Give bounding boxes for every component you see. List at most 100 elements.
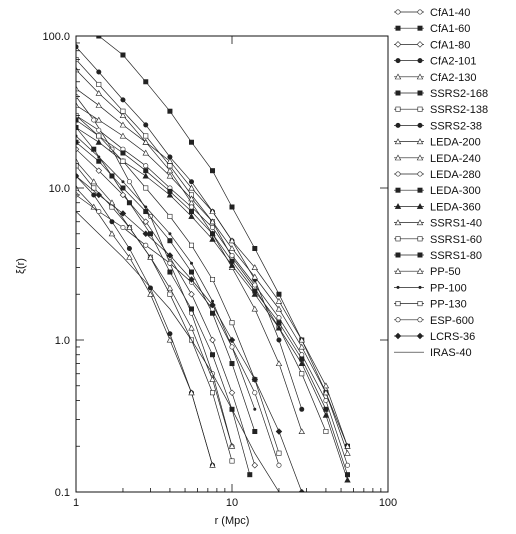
series-line <box>76 59 327 432</box>
x-tick-label: 1 <box>73 497 79 509</box>
data-point <box>209 336 216 344</box>
data-point <box>119 191 127 199</box>
data-point <box>126 253 133 260</box>
data-point <box>167 291 173 297</box>
data-point <box>344 476 351 483</box>
data-point <box>188 204 194 210</box>
data-point <box>142 172 149 179</box>
series-pp-100 <box>76 134 257 411</box>
legend: CfA1-40 CfA1-60 CfA1-80 CfA2-101 CfA2-130 SSR… <box>394 7 488 359</box>
data-point <box>76 145 80 153</box>
x-axis-title: r (Mpc) <box>215 515 250 527</box>
data-point <box>276 450 282 456</box>
legend-marker <box>394 332 402 340</box>
data-point <box>188 324 195 331</box>
data-point <box>95 101 103 108</box>
data-point <box>166 284 174 291</box>
data-point <box>143 79 149 85</box>
data-point <box>143 168 149 174</box>
x-tick-label: 100 <box>379 497 397 509</box>
series-leda-200 <box>76 85 351 449</box>
data-point <box>91 146 97 152</box>
legend-label: ESP-600 <box>430 315 474 327</box>
data-point <box>188 195 195 202</box>
data-point <box>210 390 216 396</box>
legend-item: LEDA-300 <box>394 185 481 197</box>
series-line <box>76 115 348 466</box>
data-point <box>298 343 305 350</box>
legend-marker <box>416 332 424 340</box>
data-point <box>126 224 133 230</box>
legend-item: SSRS1-40 <box>394 218 482 230</box>
legend-label: CfA2-101 <box>430 56 476 68</box>
data-point <box>76 124 80 131</box>
legend-item: PP-50 <box>394 266 461 278</box>
legend-label: IRAS-40 <box>430 347 472 359</box>
legend-label: CfA1-60 <box>430 23 470 35</box>
legend-label: PP-50 <box>430 266 461 278</box>
legend-item: CfA1-40 <box>394 7 470 19</box>
data-point <box>96 209 102 215</box>
data-point <box>229 458 235 464</box>
legend-marker <box>417 106 423 112</box>
data-point <box>210 277 216 283</box>
legend-marker <box>418 285 422 289</box>
data-point <box>168 232 172 236</box>
legend-marker <box>394 154 402 161</box>
series-iras-40 <box>76 211 280 492</box>
data-point <box>121 180 125 184</box>
data-point <box>188 269 194 275</box>
legend-marker <box>395 317 401 323</box>
data-point <box>96 133 102 139</box>
data-point <box>95 191 103 199</box>
legend-marker <box>417 122 423 128</box>
data-point <box>210 352 216 358</box>
legend-marker <box>394 41 402 48</box>
data-point <box>252 429 258 435</box>
data-point <box>228 389 236 396</box>
legend-marker <box>416 73 424 80</box>
data-point <box>143 209 149 215</box>
legend-item: IRAS-40 <box>394 347 472 359</box>
legend-marker <box>416 154 424 161</box>
data-point <box>299 371 305 377</box>
legend-label: LEDA-280 <box>430 169 481 181</box>
data-point <box>95 116 103 123</box>
data-point <box>228 245 236 251</box>
legend-marker <box>394 267 402 274</box>
legend-marker <box>395 252 401 258</box>
data-point <box>228 237 236 244</box>
data-point <box>167 108 173 114</box>
data-point <box>229 320 235 326</box>
legend-marker <box>395 58 401 64</box>
legend-marker <box>417 187 423 193</box>
series-cfa2-101 <box>76 44 305 412</box>
data-point <box>188 276 195 283</box>
data-point <box>252 282 258 288</box>
legend-marker <box>394 203 402 209</box>
legend-item: LEDA-200 <box>394 137 481 149</box>
series-line <box>98 36 348 447</box>
data-point <box>251 264 259 270</box>
legend-item: ESP-600 <box>394 315 474 327</box>
data-point <box>209 376 216 382</box>
data-point <box>344 462 350 468</box>
legend-item: SSRS2-168 <box>394 88 488 100</box>
legend-marker <box>395 9 401 15</box>
legend-marker <box>416 219 424 226</box>
data-point <box>298 360 305 367</box>
legend-label: LCRS-36 <box>430 331 475 343</box>
legend-item: LEDA-280 <box>394 169 481 181</box>
legend-label: CfA1-40 <box>430 7 470 19</box>
data-point <box>143 242 149 248</box>
data-point <box>276 291 282 297</box>
data-point <box>119 210 127 217</box>
data-point <box>188 291 195 298</box>
data-point <box>298 428 305 435</box>
data-point <box>251 376 259 383</box>
data-point <box>251 462 259 469</box>
series-lcrs-36 <box>76 172 305 492</box>
y-axis-title: ξ(r) <box>15 258 27 274</box>
legend-label: CfA2-130 <box>430 72 476 84</box>
